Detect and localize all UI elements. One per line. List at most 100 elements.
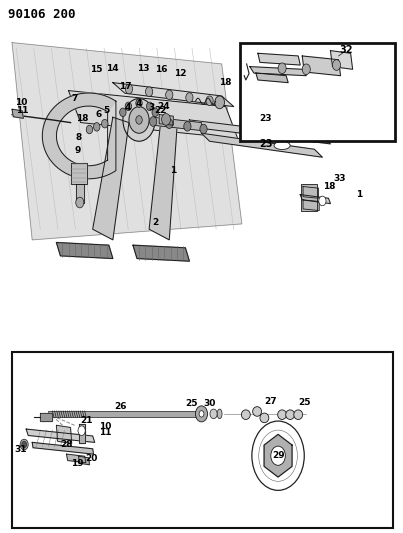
Text: 23: 23 — [260, 114, 272, 123]
Text: 19: 19 — [71, 459, 84, 468]
Polygon shape — [32, 442, 93, 454]
Text: 13: 13 — [137, 64, 150, 72]
Text: 24: 24 — [157, 102, 170, 111]
Circle shape — [150, 117, 157, 126]
Circle shape — [332, 60, 341, 70]
Polygon shape — [302, 56, 341, 76]
Circle shape — [136, 99, 142, 108]
Polygon shape — [330, 51, 353, 69]
Circle shape — [120, 108, 126, 117]
Circle shape — [162, 114, 170, 125]
Polygon shape — [113, 83, 234, 107]
Text: 4: 4 — [136, 100, 142, 108]
Circle shape — [302, 64, 310, 75]
Text: 8: 8 — [75, 133, 82, 142]
Text: 18: 18 — [219, 78, 232, 87]
Ellipse shape — [263, 127, 285, 137]
Polygon shape — [133, 245, 189, 261]
Ellipse shape — [278, 410, 287, 419]
Polygon shape — [71, 163, 87, 184]
Text: 2: 2 — [152, 219, 158, 227]
Text: 11: 11 — [16, 106, 29, 115]
Bar — [12, 352, 393, 528]
Text: 20: 20 — [85, 454, 97, 463]
Text: 10: 10 — [15, 98, 27, 107]
Text: 15: 15 — [90, 65, 103, 74]
Polygon shape — [303, 187, 318, 198]
Polygon shape — [202, 133, 322, 157]
Circle shape — [146, 102, 153, 111]
Text: 90106 200: 90106 200 — [8, 8, 75, 21]
Circle shape — [93, 123, 100, 131]
Text: 5: 5 — [104, 106, 110, 115]
Polygon shape — [69, 91, 238, 139]
Text: 1: 1 — [170, 166, 177, 175]
Circle shape — [278, 63, 286, 74]
Polygon shape — [66, 454, 86, 463]
Text: 14: 14 — [106, 64, 119, 72]
Text: 18: 18 — [323, 182, 336, 191]
Text: 27: 27 — [264, 398, 277, 406]
Polygon shape — [250, 67, 306, 76]
Text: 9: 9 — [75, 146, 81, 155]
Circle shape — [129, 107, 149, 133]
Circle shape — [22, 441, 27, 448]
Text: 12: 12 — [174, 69, 187, 78]
Text: 32: 32 — [340, 45, 353, 55]
Circle shape — [152, 108, 158, 117]
Circle shape — [195, 406, 208, 422]
Polygon shape — [93, 117, 129, 240]
Text: 23: 23 — [259, 139, 273, 149]
Circle shape — [136, 116, 142, 124]
Circle shape — [206, 96, 213, 106]
Ellipse shape — [217, 409, 222, 419]
Circle shape — [102, 119, 108, 128]
Circle shape — [186, 93, 193, 102]
Polygon shape — [159, 115, 173, 125]
Polygon shape — [303, 200, 319, 211]
Circle shape — [125, 102, 132, 111]
Circle shape — [215, 96, 224, 109]
Text: 3: 3 — [148, 103, 154, 112]
Polygon shape — [264, 434, 292, 477]
Text: 11: 11 — [99, 428, 112, 437]
Text: 1: 1 — [355, 190, 362, 199]
Polygon shape — [189, 120, 330, 144]
Circle shape — [184, 122, 191, 131]
Circle shape — [199, 410, 204, 417]
Circle shape — [76, 197, 84, 208]
Text: 7: 7 — [71, 94, 78, 103]
Polygon shape — [79, 424, 85, 443]
Circle shape — [20, 439, 28, 450]
Bar — [301, 184, 317, 211]
Circle shape — [271, 446, 285, 465]
Text: 18: 18 — [76, 114, 89, 123]
Circle shape — [200, 124, 207, 134]
Polygon shape — [56, 425, 72, 443]
Text: 16: 16 — [155, 65, 168, 74]
Bar — [240, 43, 395, 141]
Ellipse shape — [286, 410, 295, 419]
Text: 28: 28 — [60, 440, 73, 449]
Polygon shape — [40, 413, 52, 421]
Polygon shape — [153, 117, 202, 131]
Circle shape — [166, 90, 173, 100]
Ellipse shape — [260, 413, 269, 423]
Polygon shape — [149, 117, 177, 240]
Text: 26: 26 — [114, 402, 127, 410]
Text: 10: 10 — [99, 423, 111, 431]
Circle shape — [166, 119, 173, 128]
Circle shape — [319, 196, 326, 206]
Polygon shape — [12, 43, 242, 240]
Polygon shape — [12, 109, 23, 118]
Circle shape — [145, 87, 153, 96]
Text: 6: 6 — [96, 110, 102, 119]
Ellipse shape — [274, 142, 290, 150]
Circle shape — [252, 421, 304, 490]
Text: 17: 17 — [118, 82, 131, 91]
Text: 4: 4 — [125, 103, 131, 112]
Text: 22: 22 — [154, 106, 167, 115]
Polygon shape — [258, 53, 300, 65]
Circle shape — [123, 99, 155, 141]
Text: 33: 33 — [333, 174, 346, 183]
